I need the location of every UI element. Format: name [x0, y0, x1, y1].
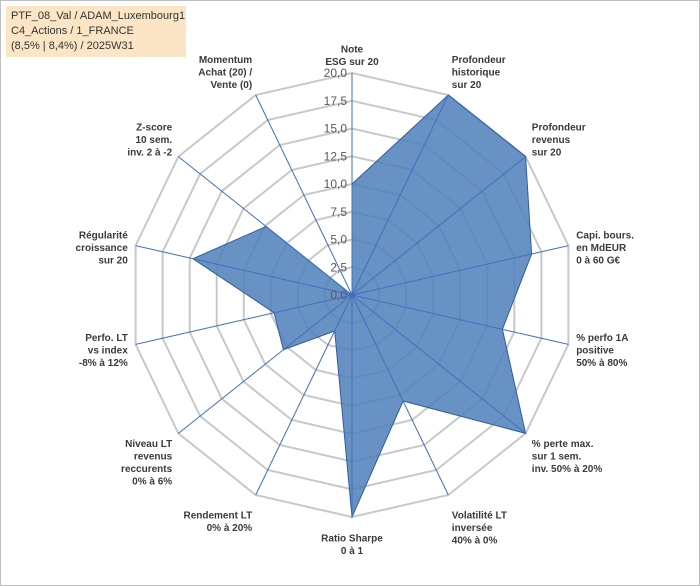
axis-label-line: sur 20 [532, 148, 562, 159]
portfolio-info-line-3: (8,5% | 8,4%) / 2025W31 [11, 40, 134, 52]
axis-label-line: Ratio Sharpe [321, 534, 383, 545]
axis-label-line: positive [576, 345, 614, 356]
axis-label-line: 0% à 6% [132, 476, 172, 487]
axis-label-line: % perte max. [532, 439, 594, 450]
axis-spoke-1 [351, 94, 449, 296]
axis-label-11: Régularité croissance sur 20 [76, 231, 129, 267]
portfolio-info-line-1: PTF_08_Val / ADAM_Luxembourg1 [11, 10, 186, 22]
axis-label-7: Ratio Sharpe 0 à 1 [321, 534, 383, 558]
axis-label-12: Z-score 10 sem. inv. 2 à -2 [127, 123, 172, 159]
axis-spoke-10 [135, 294, 353, 345]
axis-spoke-12 [178, 156, 353, 296]
axis-label-line: Z-score [136, 123, 173, 134]
axis-spoke-6 [351, 294, 449, 496]
axis-label-9: Niveau LT revenus reccurents 0% à 6% [121, 439, 173, 488]
axis-label-8: Rendement LT 0% à 20% [183, 511, 252, 535]
axis-label-line: sur 20 [98, 256, 128, 267]
axis-label-line: Profondeur [532, 123, 586, 134]
axis-label-line: % perfo 1A [576, 333, 628, 344]
axis-spoke-13 [255, 94, 353, 296]
tick-label: 17,5 [324, 94, 348, 108]
tick-label: 20,0 [324, 66, 348, 80]
axis-label-line: Capi. bours. [576, 231, 634, 242]
axis-label-10: Perfo. LT vs index -8% à 12% [79, 333, 128, 369]
axis-label-line: inv. 2 à -2 [127, 148, 172, 159]
axis-label-5: % perte max. sur 1 sem. inv. 50% à 20% [532, 439, 603, 475]
axis-label-line: Vente (0) [211, 80, 253, 91]
axis-label-line: Rendement LT [183, 511, 252, 522]
axis-label-line: 0 à 60 G€ [576, 256, 620, 267]
axis-label-line: Niveau LT [125, 439, 172, 450]
axis-label-line: revenus [134, 451, 173, 462]
axis-label-line: 0% à 20% [207, 523, 253, 534]
axis-label-line: inv. 50% à 20% [532, 464, 603, 475]
axis-label-13: Momentum Achat (20) / Vente (0) [198, 55, 252, 91]
axis-spoke-4 [351, 294, 569, 345]
axis-spoke-2 [351, 156, 526, 296]
axis-label-line: Profondeur [452, 55, 506, 66]
axis-spoke-11 [135, 245, 353, 296]
axis-label-line: 50% à 80% [576, 358, 627, 369]
axis-label-line: ESG sur 20 [325, 57, 379, 68]
axis-label-4: % perfo 1A positive 50% à 80% [576, 333, 628, 369]
axis-label-line: 10 sem. [135, 135, 172, 146]
axis-label-line: historique [452, 67, 501, 78]
axis-spoke-8 [255, 294, 353, 496]
axis-label-line: revenus [532, 135, 571, 146]
portfolio-info-box: PTF_08_Val / ADAM_Luxembourg1 C4_Actions… [6, 6, 186, 57]
axis-label-line: Momentum [199, 55, 252, 66]
axis-label-0: Note ESG sur 20 [325, 45, 379, 69]
axis-label-line: sur 20 [452, 80, 482, 91]
axis-label-line: croissance [76, 243, 129, 254]
tick-label: 15,0 [324, 122, 348, 136]
axis-label-line: inversée [452, 523, 493, 534]
axis-label-line: 0 à 1 [341, 546, 364, 557]
axis-label-1: Profondeur historique sur 20 [452, 55, 506, 91]
portfolio-info-line-2: C4_Actions / 1_FRANCE [11, 25, 134, 37]
axis-spoke-3 [351, 245, 569, 296]
axis-label-line: en MdEUR [576, 243, 627, 254]
axis-label-3: Capi. bours. en MdEUR 0 à 60 G€ [576, 231, 634, 267]
tick-label: 5,0 [330, 233, 347, 247]
axis-label-line: Achat (20) / [198, 67, 252, 78]
axis-label-line: Régularité [79, 231, 128, 242]
axis-label-line: vs index [88, 345, 128, 356]
tick-label: 7,5 [330, 205, 347, 219]
axis-spoke-5 [351, 294, 526, 434]
axis-label-line: -8% à 12% [79, 358, 128, 369]
tick-label: 0,0 [330, 288, 347, 302]
axis-label-line: Perfo. LT [85, 333, 128, 344]
axis-label-line: Note [341, 45, 364, 56]
axis-label-line: Volatilité LT [452, 511, 507, 522]
axis-spoke-9 [178, 294, 353, 434]
tick-label: 10,0 [324, 177, 348, 191]
tick-label: 12,5 [324, 149, 348, 163]
axis-label-line: reccurents [121, 464, 173, 475]
axis-label-line: 40% à 0% [452, 536, 498, 547]
tick-label: 2,5 [330, 260, 347, 274]
axis-label-line: sur 1 sem. [532, 451, 582, 462]
axis-label-6: Volatilité LT inversée 40% à 0% [452, 511, 507, 547]
axis-label-2: Profondeur revenus sur 20 [532, 123, 586, 159]
